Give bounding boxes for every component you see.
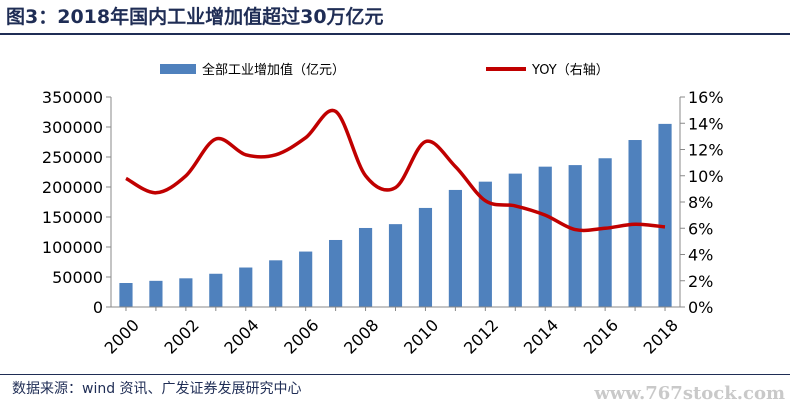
bar-2015: [568, 165, 582, 307]
y-left-tick-label: 350000: [42, 88, 103, 107]
bar-2016: [598, 158, 612, 307]
x-tick-label: 2016: [580, 315, 622, 357]
y-left-tick-label: 50000: [52, 268, 103, 287]
source-note: 数据来源：wind 资讯、广发证券发展研究中心: [12, 381, 302, 397]
y-right-tick-label: 6%: [688, 219, 713, 238]
y-right-tick-label: 0%: [688, 298, 713, 317]
x-tick-label: 2010: [400, 315, 442, 357]
bar-2014: [538, 166, 552, 307]
x-tick-label: 2004: [220, 315, 262, 357]
title-divider: [0, 33, 790, 35]
bar-2005: [269, 260, 283, 307]
bar-2000: [119, 283, 133, 307]
figure-title: 图3：2018年国内工业增加值超过30万亿元: [6, 6, 384, 28]
x-tick-label: 2006: [280, 315, 322, 357]
bar-2004: [239, 267, 253, 307]
chart: 0 50000 100000 150000 200000 250000 300000 3500…: [42, 62, 724, 358]
y-left-tick-label: 100000: [42, 238, 103, 257]
bar-2007: [329, 239, 343, 307]
bar-2008: [358, 227, 373, 307]
y-right-tick-label: 2%: [688, 272, 713, 291]
y-right-tick-label: 4%: [688, 246, 713, 265]
x-tick-label: 2002: [161, 315, 203, 357]
bar-2013: [508, 173, 522, 307]
y-right-tick-label: 14%: [688, 114, 724, 133]
y-left-tick-label: 200000: [42, 178, 103, 197]
x-tick-label: 2014: [520, 315, 562, 357]
bar-2003: [209, 273, 223, 307]
legend-swatch-bars: [160, 64, 196, 74]
bar-2001: [149, 280, 163, 307]
y-left-tick-label: 250000: [42, 148, 103, 167]
y-left-tick-label: 150000: [42, 208, 103, 227]
x-tick-label: 2008: [340, 315, 382, 357]
bar-2011: [448, 189, 462, 307]
x-tick-label: 2012: [460, 315, 502, 357]
x-tick-label: 2000: [101, 315, 143, 357]
footer-divider: [0, 374, 790, 375]
x-tick-label: 2018: [640, 315, 682, 357]
yoy-line: [125, 108, 666, 233]
bar-2009: [388, 224, 403, 307]
y-right-tick-label: 8%: [688, 193, 713, 212]
y-right-tick-label: 16%: [688, 88, 724, 107]
bar-2018: [658, 123, 672, 307]
y-right-tick-label: 10%: [688, 167, 724, 186]
legend-label-bars: 全部工业增加值（亿元）: [202, 62, 345, 78]
y-left-tick-label: 0: [93, 298, 103, 317]
y-left-tick-label: 300000: [42, 118, 103, 137]
legend-label-line: YOY（右轴）: [531, 63, 609, 78]
y-right-tick-label: 12%: [688, 141, 724, 160]
bar-2010: [418, 207, 433, 307]
bar-2002: [179, 278, 193, 307]
bar-2006: [299, 251, 313, 307]
bar-2012: [478, 181, 492, 307]
watermark: www.767stock.com: [594, 383, 785, 404]
